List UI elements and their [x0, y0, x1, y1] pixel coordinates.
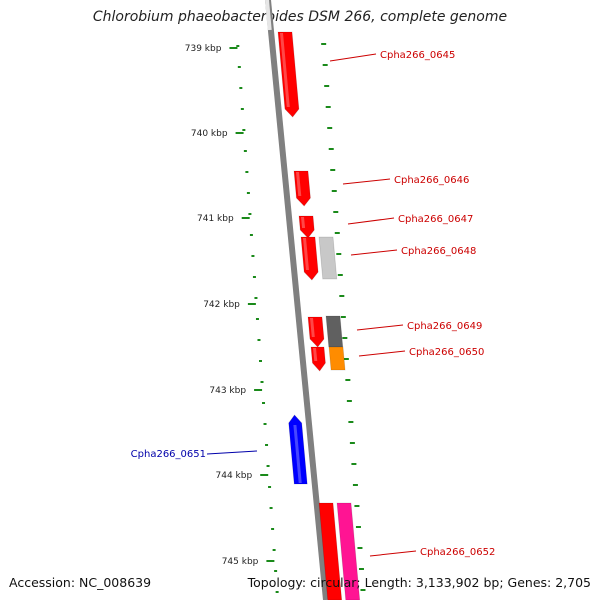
genome-backbone [265, 0, 329, 600]
gene-cpha266-0650-arrow [310, 346, 326, 372]
gene-label-cpha266-0652: Cpha266_0652 [420, 547, 495, 558]
gene-label-leader [206, 450, 258, 455]
gene-label-cpha266-0648: Cpha266_0648 [401, 246, 476, 257]
gene-cpha266-0649-arrow-shine [310, 318, 315, 337]
gene-label-cpha266-0649: Cpha266_0649 [407, 321, 482, 332]
gene-label-leader [347, 217, 395, 225]
gene-label-cpha266-0645: Cpha266_0645 [380, 50, 455, 61]
gene-cpha266-0649-arrow [307, 316, 325, 348]
gene-cpha266-0651-arrow-shine [293, 425, 302, 483]
topology-text: Topology: circular; Length: 3,133,902 bp… [247, 575, 591, 590]
kbp-tick-label: 745 kbp [222, 557, 259, 567]
gene-cpha266-0649-cds [325, 315, 344, 348]
gene-cpha266-0647-arrow [298, 215, 315, 239]
gene-cpha266-0651-arrow [288, 414, 308, 485]
gene-cpha266-0650-cds [328, 346, 346, 371]
kbp-tick-label: 739 kbp [185, 44, 222, 54]
gene-cpha266-0650-arrow-shine [313, 348, 318, 361]
kbp-tick-label: 744 kbp [216, 471, 253, 481]
gene-label-cpha266-0650: Cpha266_0650 [409, 347, 484, 358]
kbp-tick-label: 743 kbp [209, 386, 246, 396]
map-title: Chlorobium phaeobacteroides DSM 266, com… [92, 9, 508, 25]
gene-cpha266-0652-arrow [318, 502, 343, 600]
gene-cpha266-0646-arrow [293, 170, 311, 207]
kbp-tick-label: 741 kbp [197, 214, 234, 224]
gene-label-cpha266-0647: Cpha266_0647 [398, 214, 473, 225]
gene-label-leader [358, 350, 406, 357]
gene-label-leader [350, 249, 398, 256]
gene-label-leader [342, 178, 391, 185]
gene-cpha266-0648-cds [318, 236, 338, 280]
gene-cpha266-0648-arrow [300, 236, 319, 281]
gene-cpha266-0648-arrow-shine [303, 238, 309, 270]
gene-label-leader [329, 53, 377, 62]
gene-cpha266-0652-cds [336, 502, 361, 600]
gene-label-leader [356, 324, 404, 331]
kbp-tick-label: 742 kbp [203, 300, 240, 310]
gene-label-cpha266-0646: Cpha266_0646 [394, 175, 469, 186]
gene-label-leader [369, 550, 417, 557]
gene-cpha266-0645-arrow [277, 31, 300, 118]
accession-text: Accession: NC_008639 [9, 575, 152, 590]
gene-cpha266-0647-arrow-shine [301, 217, 306, 228]
gene-label-cpha266-0651: Cpha266_0651 [131, 449, 206, 460]
kbp-tick-label: 740 kbp [191, 129, 228, 139]
gene-cpha266-0646-arrow-shine [296, 172, 302, 196]
backbone-fade [265, 0, 272, 31]
gene-cpha266-0645-arrow-shine [280, 33, 290, 107]
